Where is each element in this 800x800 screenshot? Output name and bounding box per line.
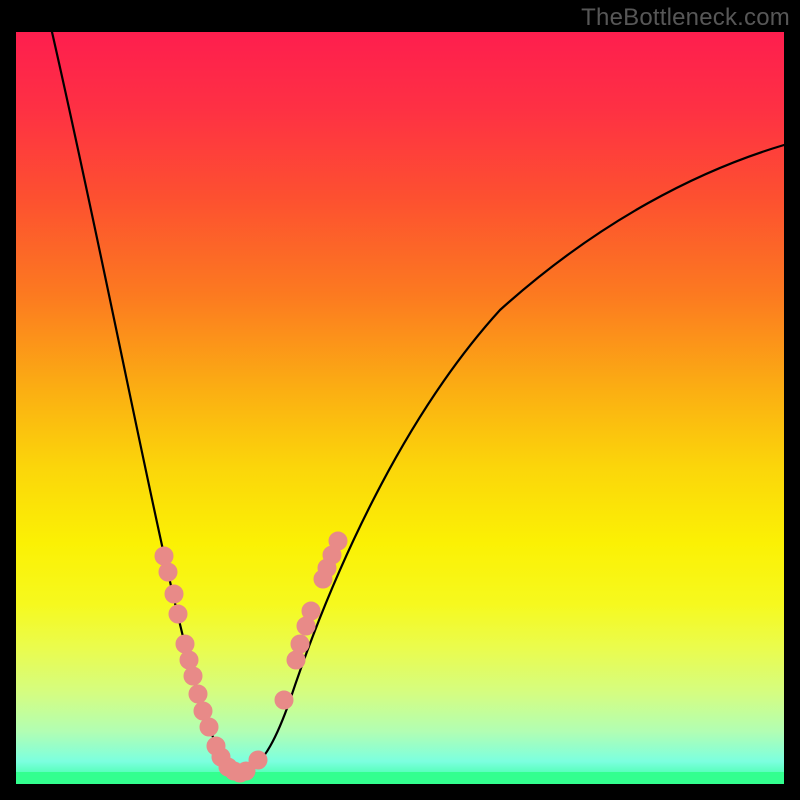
data-point bbox=[155, 547, 173, 565]
data-point bbox=[159, 563, 177, 581]
data-point bbox=[169, 605, 187, 623]
data-point bbox=[249, 751, 267, 769]
data-point bbox=[176, 635, 194, 653]
data-point bbox=[180, 651, 198, 669]
watermark-text: TheBottleneck.com bbox=[581, 4, 790, 32]
data-point bbox=[200, 718, 218, 736]
data-point bbox=[275, 691, 293, 709]
data-point bbox=[165, 585, 183, 603]
data-point bbox=[291, 635, 309, 653]
plot-area bbox=[16, 32, 784, 784]
data-point bbox=[329, 532, 347, 550]
chart-frame: TheBottleneck.com bbox=[0, 0, 800, 800]
data-point bbox=[302, 602, 320, 620]
data-point bbox=[194, 702, 212, 720]
data-point bbox=[287, 651, 305, 669]
bottleneck-chart bbox=[0, 0, 800, 800]
data-point bbox=[189, 685, 207, 703]
data-point bbox=[184, 667, 202, 685]
